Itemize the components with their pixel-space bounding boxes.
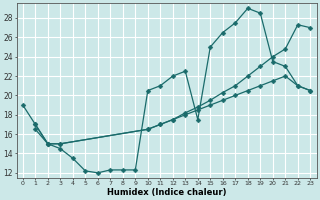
X-axis label: Humidex (Indice chaleur): Humidex (Indice chaleur) xyxy=(107,188,226,197)
